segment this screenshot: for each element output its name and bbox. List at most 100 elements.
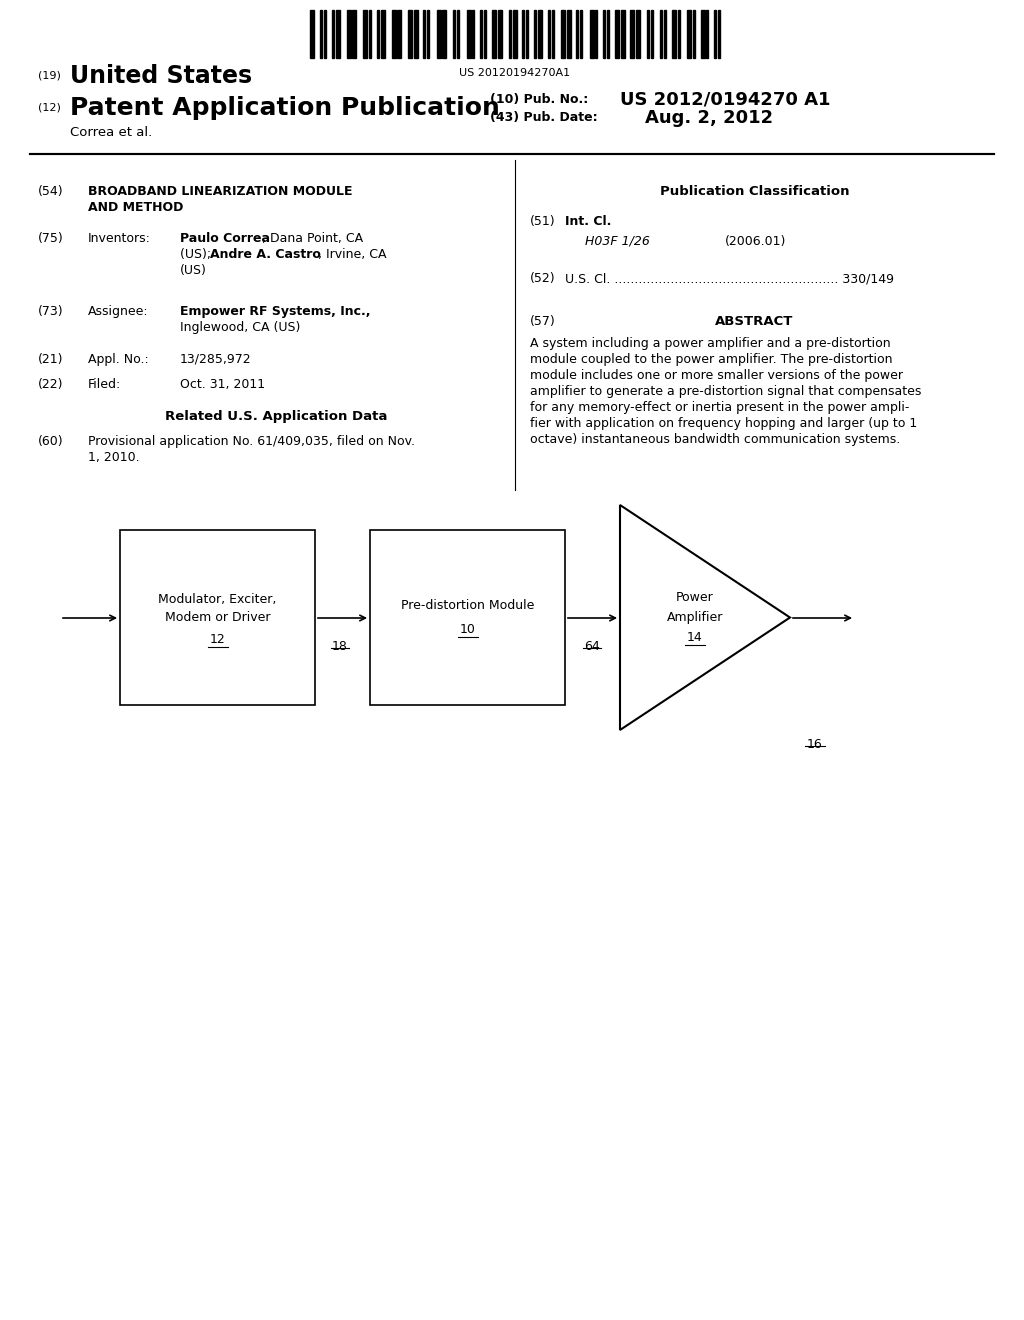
Text: A system including a power amplifier and a pre-distortion: A system including a power amplifier and… [530,337,891,350]
Bar [607,11,609,58]
Bar [664,11,666,58]
Bar [595,11,597,58]
Text: , Dana Point, CA: , Dana Point, CA [262,232,364,246]
Polygon shape [620,506,790,730]
Bar [492,11,496,58]
Text: 14: 14 [687,631,702,644]
Bar [687,11,691,58]
Text: for any memory-effect or inertia present in the power ampli-: for any memory-effect or inertia present… [530,401,909,414]
Text: module includes one or more smaller versions of the power: module includes one or more smaller vers… [530,370,903,381]
Text: (US);: (US); [180,248,215,261]
Bar [566,11,570,58]
Bar [522,11,524,58]
Bar [377,11,379,58]
Text: ABSTRACT: ABSTRACT [716,315,794,327]
Bar [538,11,542,58]
Text: Andre A. Castro: Andre A. Castro [210,248,321,261]
Bar [630,11,634,58]
Bar [636,11,640,58]
Bar [391,11,395,58]
Text: Oct. 31, 2011: Oct. 31, 2011 [180,378,265,391]
Text: octave) instantaneous bandwidth communication systems.: octave) instantaneous bandwidth communic… [530,433,900,446]
Text: (12): (12) [38,103,60,114]
Text: , Irvine, CA: , Irvine, CA [318,248,386,261]
Bar [718,11,720,58]
Text: (2006.01): (2006.01) [725,235,786,248]
Bar [332,11,334,58]
Text: Pre-distortion Module: Pre-distortion Module [400,599,535,612]
Bar [381,11,384,58]
Text: (60): (60) [38,436,63,447]
Bar [700,11,705,58]
Bar [369,11,371,58]
Bar [672,11,676,58]
Bar [650,11,652,58]
Text: Modulator, Exciter,: Modulator, Exciter, [159,593,276,606]
Text: Int. Cl.: Int. Cl. [565,215,611,228]
Text: 13/285,972: 13/285,972 [180,352,252,366]
Text: (54): (54) [38,185,63,198]
Text: (10) Pub. No.:: (10) Pub. No.: [490,94,588,107]
Text: Aug. 2, 2012: Aug. 2, 2012 [645,110,773,127]
Text: AND METHOD: AND METHOD [88,201,183,214]
Text: (22): (22) [38,378,63,391]
Text: Assignee:: Assignee: [88,305,148,318]
Text: (US): (US) [180,264,207,277]
Text: US 2012/0194270 A1: US 2012/0194270 A1 [620,91,830,110]
Bar [509,11,511,58]
Text: US 20120194270A1: US 20120194270A1 [460,69,570,78]
Text: BROADBAND LINEARIZATION MODULE: BROADBAND LINEARIZATION MODULE [88,185,352,198]
Bar [603,11,605,58]
Text: 1, 2010.: 1, 2010. [88,451,139,465]
Bar [548,11,550,58]
Bar [362,11,367,58]
Bar [324,11,326,58]
Bar [526,11,528,58]
Bar [621,11,625,58]
Bar [534,11,536,58]
Bar [590,11,594,58]
Bar [575,11,578,58]
Text: module coupled to the power amplifier. The pre-distortion: module coupled to the power amplifier. T… [530,352,893,366]
Text: 12: 12 [210,634,225,645]
Text: Empower RF Systems, Inc.,: Empower RF Systems, Inc., [180,305,371,318]
Bar [484,11,486,58]
Text: United States: United States [70,63,252,88]
Bar [310,11,314,58]
Text: (73): (73) [38,305,63,318]
Text: U.S. Cl. ........................................................ 330/149: U.S. Cl. ...............................… [565,272,894,285]
Text: Publication Classification: Publication Classification [659,185,849,198]
Text: 18: 18 [332,640,348,653]
Bar [714,11,716,58]
Text: Amplifier: Amplifier [667,611,723,624]
Bar [346,11,350,58]
Text: (43) Pub. Date:: (43) Pub. Date: [490,111,598,124]
Bar [512,11,516,58]
Text: (51): (51) [530,215,556,228]
Bar [423,11,425,58]
Bar [660,11,662,58]
Text: (57): (57) [530,315,556,327]
Bar [442,11,446,58]
Bar [467,11,470,58]
Bar [561,11,565,58]
Text: 16: 16 [807,738,823,751]
Text: (75): (75) [38,232,63,246]
Bar [414,11,418,58]
Text: Correa et al.: Correa et al. [70,127,153,140]
Text: Related U.S. Application Data: Related U.S. Application Data [165,411,388,422]
Text: Paulo Correa: Paulo Correa [180,232,270,246]
Bar [580,11,582,58]
Text: Modem or Driver: Modem or Driver [165,611,270,624]
Bar [370,531,565,705]
Bar [498,11,502,58]
Text: Provisional application No. 61/409,035, filed on Nov.: Provisional application No. 61/409,035, … [88,436,415,447]
Bar [453,11,455,58]
Bar [615,11,618,58]
Text: Filed:: Filed: [88,378,121,391]
Bar [706,11,708,58]
Bar [552,11,554,58]
Bar [120,531,315,705]
Text: Patent Application Publication: Patent Application Publication [70,96,500,120]
Text: fier with application on frequency hopping and larger (up to 1: fier with application on frequency hoppi… [530,417,918,430]
